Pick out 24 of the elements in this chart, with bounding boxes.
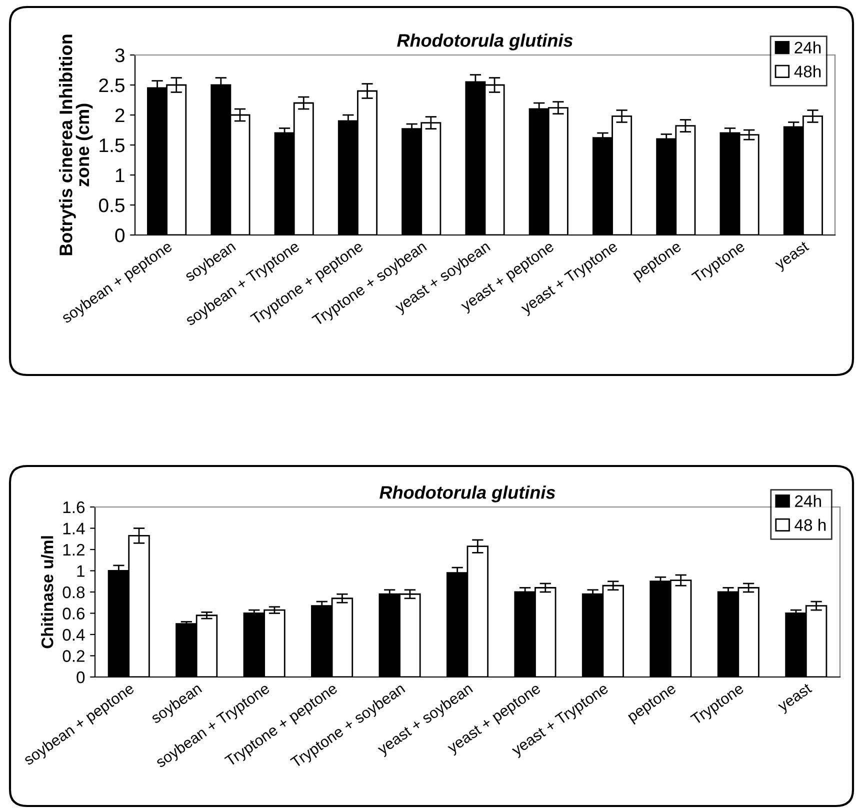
legend-label: 48h [794,65,821,78]
y-tick-label: 0.4 [62,628,85,641]
y-tick-label: 0.6 [62,608,85,620]
chart-title: Rhodotorula glutinis [397,34,573,50]
y-tick-label: 1.2 [63,544,84,556]
chart-title: Rhodotorula glutinis [380,486,556,502]
y-tick-label: 2 [115,108,124,122]
legend-label: 48 h [794,518,826,531]
y-tick-label: 1.6 [63,501,85,514]
y-tick-label: 0.8 [62,586,85,598]
y-axis-title: Chitinase u/ml [41,536,54,648]
legend-label: 24h [794,41,821,54]
y-tick-label: 2.5 [99,78,124,92]
y-tick-label: 3 [115,48,124,62]
y-tick-label: 0 [76,671,85,684]
y-tick-label: 0.2 [62,650,84,662]
y-tick-label: 1.5 [100,138,124,152]
y-tick-label: 1 [77,565,84,577]
y-tick-label: 0.5 [99,198,124,212]
y-tick-label: 1.4 [63,522,85,534]
y-tick-label: 1 [116,168,124,182]
y-tick-label: 0 [115,228,125,242]
y-axis-title: Botrytis cinerea Inhibition zone (cm) [59,34,93,256]
legend-label: 24h [795,494,821,507]
